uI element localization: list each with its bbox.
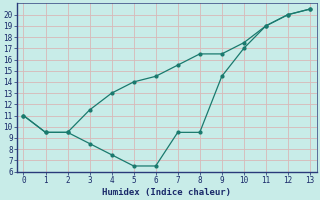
X-axis label: Humidex (Indice chaleur): Humidex (Indice chaleur) [102, 188, 231, 197]
